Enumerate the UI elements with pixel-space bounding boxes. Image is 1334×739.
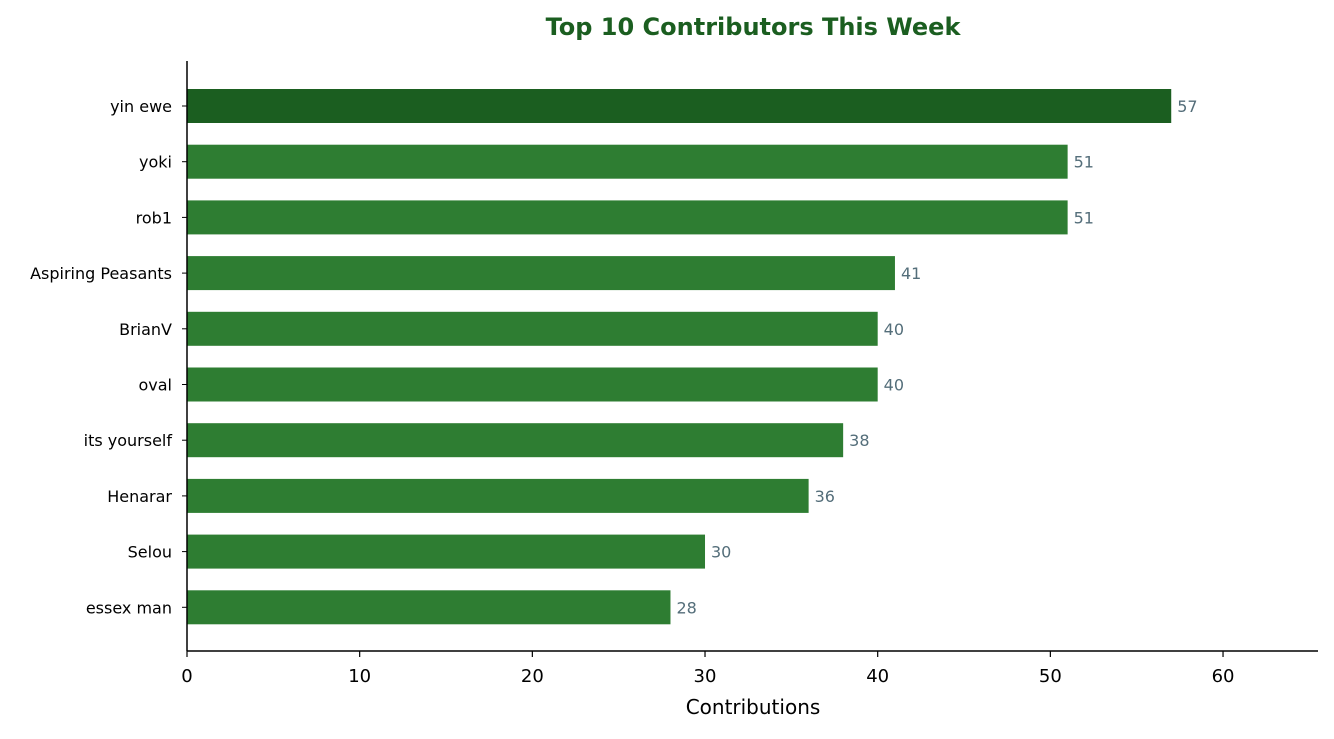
y-tick-label: rob1 [136, 208, 172, 227]
bar-brianv [187, 311, 878, 346]
y-tick-label: Aspiring Peasants [30, 264, 172, 283]
bar-oval [187, 367, 878, 402]
bar-value-label: 57 [1177, 97, 1197, 116]
axes-layer: yin ewe yoki rob1 Aspiring Peasants BrianV ov… [30, 61, 1318, 687]
y-tick-label: yoki [139, 153, 172, 172]
bar-value-label: 36 [815, 487, 835, 506]
bar-aspiring-peasants [187, 256, 895, 291]
bar-its-yourself [187, 423, 844, 458]
y-tick-label: Henarar [107, 487, 172, 506]
bar-value-label: 38 [849, 431, 869, 450]
x-axis-label: Contributions [686, 695, 821, 719]
bar-value-label: 40 [884, 376, 904, 395]
bars-layer: 57 51 51 41 40 40 38 36 30 28 [187, 89, 1198, 625]
bar-value-label: 40 [884, 320, 904, 339]
bar-essex-man [187, 590, 671, 625]
bar-rob1 [187, 200, 1068, 235]
bar-value-label: 28 [676, 598, 696, 617]
x-tick-label: 50 [1039, 666, 1062, 687]
x-tick-label: 30 [694, 666, 717, 687]
chart-title: Top 10 Contributors This Week [546, 13, 962, 41]
y-tick-label: BrianV [119, 320, 172, 339]
y-tick-label: Selou [128, 543, 172, 562]
bar-henarar [187, 478, 809, 513]
x-tick-label: 60 [1212, 666, 1235, 687]
bar-value-label: 51 [1074, 208, 1094, 227]
bar-value-label: 41 [901, 264, 921, 283]
x-tick-label: 0 [181, 666, 192, 687]
y-tick-label: yin ewe [110, 97, 172, 116]
bar-yin-ewe [187, 89, 1172, 123]
y-tick-label: its yourself [84, 431, 173, 450]
x-tick-label: 40 [866, 666, 889, 687]
x-tick-label: 10 [348, 666, 371, 687]
bar-value-label: 30 [711, 543, 731, 562]
x-tick-label: 20 [521, 666, 544, 687]
bar-value-label: 51 [1074, 153, 1094, 172]
y-tick-label: oval [138, 376, 172, 395]
bar-selou [187, 534, 706, 569]
bar-yoki [187, 144, 1068, 179]
y-tick-label: essex man [86, 598, 172, 617]
